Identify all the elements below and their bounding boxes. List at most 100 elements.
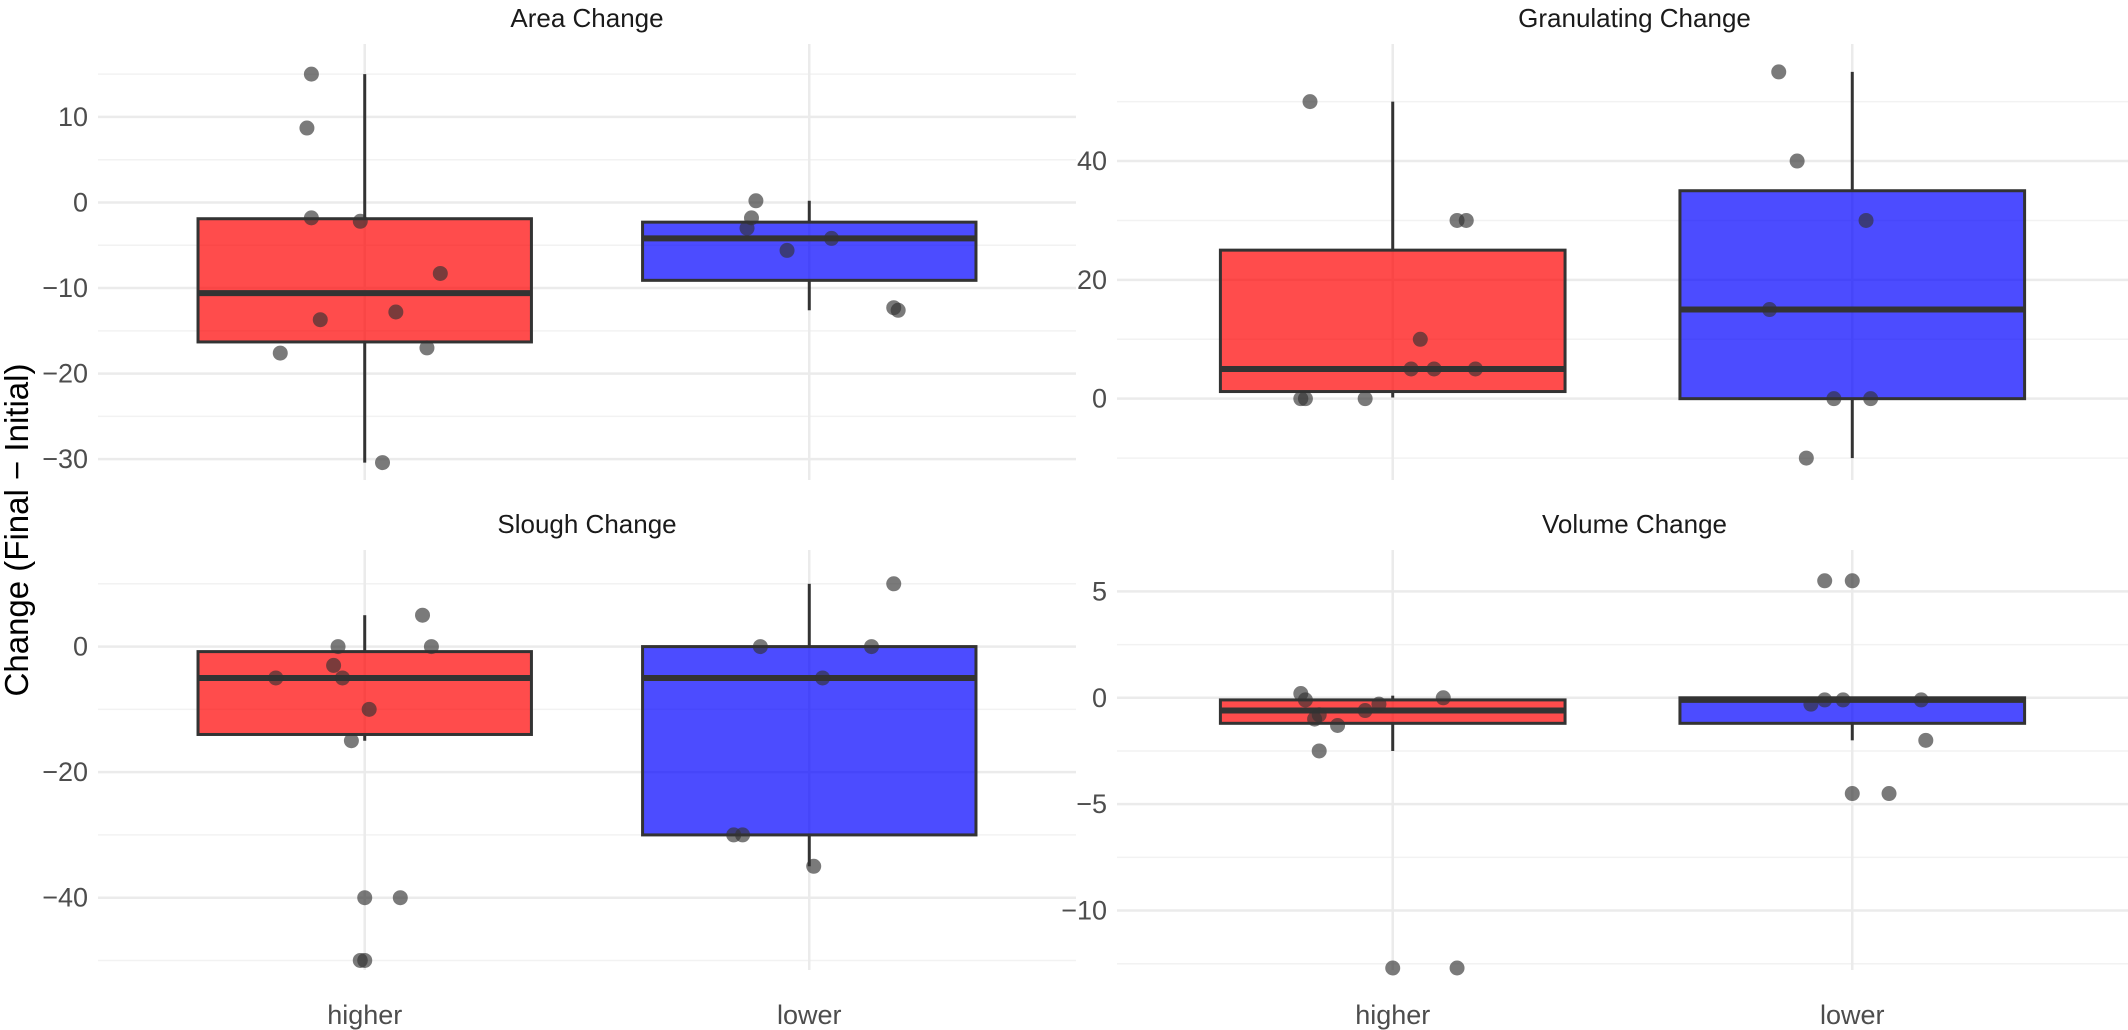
y-tick-label: 0	[1092, 384, 1107, 414]
box-lower	[641, 645, 978, 837]
data-point	[1302, 94, 1318, 110]
data-point	[1858, 212, 1874, 228]
panel-4: −10 −5 0 5 higher lower Volume Change	[1061, 509, 2128, 1030]
data-point	[1357, 703, 1373, 719]
data-point	[735, 827, 751, 843]
data-point	[1762, 302, 1778, 318]
data-point	[1385, 960, 1401, 976]
data-point	[1881, 786, 1897, 802]
x-tick-label: higher	[327, 1000, 402, 1030]
data-point	[1844, 786, 1860, 802]
data-point	[1297, 692, 1313, 708]
chart-panels: −30 −20 −10 0 10 Area Change 0 20 40 Granulating …	[42, 3, 2128, 1030]
y-tick-label: −20	[42, 359, 88, 389]
panel-2: 0 20 40 Granulating Change	[1077, 3, 2128, 480]
y-tick-label: −5	[1076, 789, 1107, 819]
data-point	[779, 242, 795, 258]
data-point	[357, 952, 373, 968]
data-point	[361, 701, 377, 717]
box-higher	[196, 217, 533, 344]
y-tick-label: 0	[73, 632, 88, 662]
data-point	[815, 670, 831, 686]
data-point	[415, 607, 431, 623]
y-tick-label: −30	[42, 444, 88, 474]
data-point	[864, 639, 880, 655]
y-tick-label: 20	[1077, 265, 1107, 295]
box-lower	[641, 220, 978, 282]
data-point	[752, 639, 768, 655]
data-point	[1467, 361, 1483, 377]
data-point	[299, 120, 315, 136]
data-point	[1844, 573, 1860, 589]
data-point	[824, 230, 839, 246]
y-tick-label: 40	[1077, 146, 1107, 176]
x-tick-label: lower	[1820, 1000, 1885, 1030]
data-point	[1412, 331, 1428, 347]
data-point	[330, 639, 346, 655]
data-point	[343, 733, 359, 749]
data-point	[1371, 696, 1387, 712]
data-point	[432, 265, 448, 281]
y-axis-title: Change (Final − Initial)	[0, 364, 35, 697]
data-point	[312, 312, 328, 328]
data-point	[1435, 690, 1451, 706]
data-point	[739, 220, 755, 236]
data-point	[1330, 717, 1346, 733]
data-point	[392, 890, 408, 906]
data-point	[1918, 732, 1934, 748]
data-point	[1771, 64, 1787, 80]
y-tick-label: −10	[42, 273, 88, 303]
data-point	[1458, 212, 1474, 228]
data-point	[1403, 361, 1419, 377]
y-tick-label: 10	[58, 102, 88, 132]
y-tick-label: 5	[1092, 576, 1107, 606]
box-lower	[1678, 189, 2027, 401]
data-point	[1789, 153, 1805, 169]
y-tick-label: −40	[42, 883, 88, 913]
data-point	[1311, 743, 1327, 759]
panel-title: Slough Change	[497, 509, 676, 539]
data-point	[268, 670, 284, 686]
y-tick-label: −10	[1061, 896, 1107, 926]
data-point	[272, 345, 288, 361]
data-point	[1798, 450, 1814, 466]
x-tick-label: higher	[1355, 1000, 1430, 1030]
panel-1: −30 −20 −10 0 10 Area Change	[42, 3, 1076, 480]
data-point	[303, 66, 319, 82]
data-point	[806, 858, 822, 874]
x-tick-label: lower	[777, 1000, 842, 1030]
data-point	[748, 193, 764, 209]
panel-3: −40 −20 0 higher lower Slough Change	[42, 509, 1076, 1030]
y-tick-label: 0	[73, 187, 88, 217]
data-point	[1826, 391, 1842, 407]
data-point	[1803, 696, 1819, 712]
data-point	[1307, 711, 1323, 727]
panel-title: Granulating Change	[1518, 3, 1751, 33]
y-tick-label: 0	[1092, 683, 1107, 713]
data-point	[375, 455, 391, 471]
data-point	[352, 213, 368, 229]
data-point	[886, 576, 902, 592]
data-point	[1297, 391, 1313, 407]
panel-title: Volume Change	[1542, 509, 1727, 539]
data-point	[1863, 391, 1879, 407]
data-point	[335, 670, 350, 686]
data-point	[388, 304, 404, 320]
panel-title: Area Change	[510, 3, 663, 33]
data-point	[326, 657, 342, 673]
data-point	[1449, 960, 1465, 976]
data-point	[357, 890, 373, 906]
data-point	[1817, 573, 1833, 589]
data-point	[423, 639, 439, 655]
data-point	[1817, 692, 1833, 708]
data-point	[419, 340, 435, 356]
data-point	[890, 302, 906, 318]
data-point	[1913, 692, 1929, 708]
y-tick-label: −20	[42, 757, 88, 787]
data-point	[1835, 692, 1851, 708]
data-point	[303, 210, 319, 226]
box-higher	[196, 650, 533, 736]
data-point	[1357, 391, 1373, 407]
data-point	[1426, 361, 1442, 377]
